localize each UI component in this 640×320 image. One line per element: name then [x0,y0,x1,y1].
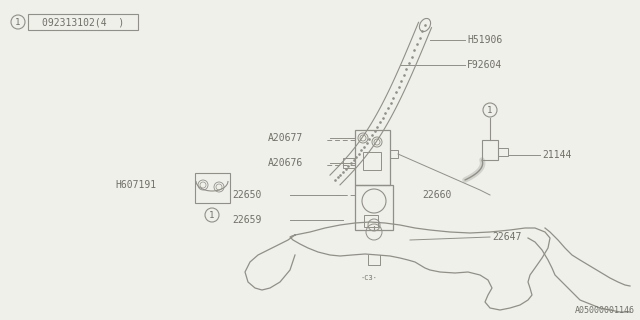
Bar [28,14,138,30]
Text: H607191: H607191 [115,180,156,190]
Circle shape [11,15,25,29]
Bar [355,130,390,185]
Text: 22660: 22660 [422,190,451,200]
Bar [355,185,393,230]
Bar [195,173,230,203]
Text: 22647: 22647 [492,232,522,242]
Text: A20676: A20676 [268,158,303,168]
Text: 22650: 22650 [232,190,261,200]
Text: A05000001146: A05000001146 [575,306,635,315]
Bar [343,158,355,168]
Text: 1: 1 [209,211,214,220]
Circle shape [205,208,219,222]
Text: ·C3·: ·C3· [360,275,378,281]
Text: F92604: F92604 [467,60,502,70]
Bar [390,150,398,158]
Text: 1: 1 [487,106,493,115]
Bar [363,152,381,170]
Text: 22659: 22659 [232,215,261,225]
Text: 092313102(4  ): 092313102(4 ) [42,17,124,27]
Text: 1: 1 [15,18,20,27]
Text: 21144: 21144 [542,150,572,160]
Text: A20677: A20677 [268,133,303,143]
Bar [482,140,498,160]
Bar [498,148,508,156]
Circle shape [483,103,497,117]
Ellipse shape [419,19,431,32]
Text: H51906: H51906 [467,35,502,45]
Bar [364,215,378,227]
